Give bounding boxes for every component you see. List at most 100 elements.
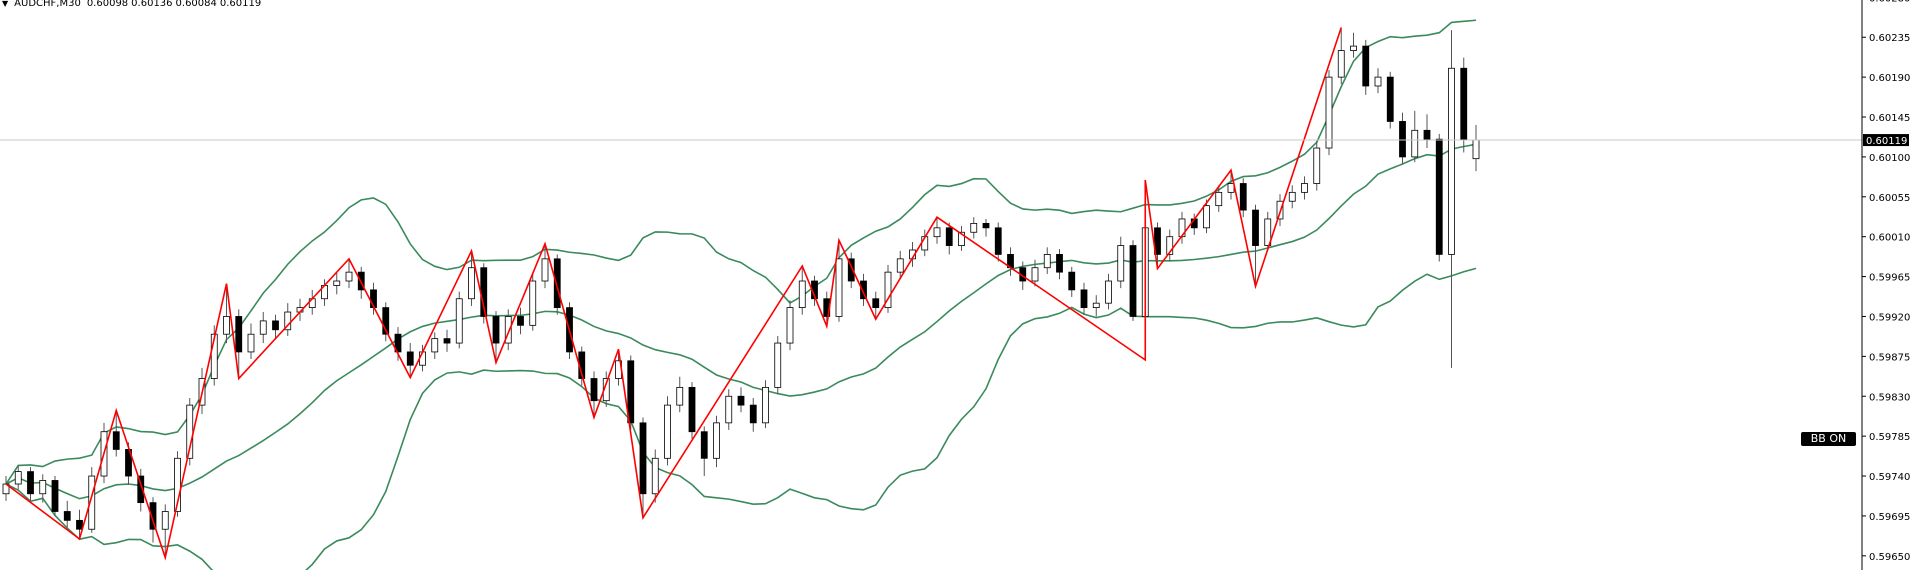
candle	[786, 300, 794, 351]
candle-body	[958, 231, 965, 246]
candle	[713, 415, 720, 468]
y-tick-label: 0.59785	[1869, 432, 1910, 443]
candle-body	[639, 422, 647, 495]
candle-body	[39, 480, 47, 495]
candle	[63, 500, 71, 528]
candle	[1411, 110, 1419, 163]
candle-body	[1239, 183, 1247, 211]
candle-body	[14, 471, 22, 485]
candle	[51, 476, 59, 516]
candle	[259, 312, 267, 344]
candle-body	[455, 298, 463, 344]
candle-body	[1472, 139, 1480, 160]
candle-body	[1350, 45, 1357, 51]
candle-body	[1166, 236, 1174, 255]
y-tick-label: 0.59740	[1869, 472, 1910, 483]
zigzag-indicator	[5, 27, 1343, 561]
candle	[39, 474, 47, 503]
candle-body	[884, 271, 892, 309]
candle	[639, 417, 647, 518]
candle-body	[1362, 45, 1370, 87]
candle-body	[1337, 50, 1345, 78]
candle	[590, 371, 598, 418]
candle-body	[541, 258, 549, 282]
candle	[1007, 247, 1014, 276]
candle-body	[51, 480, 59, 512]
candle-body	[590, 378, 598, 402]
candle	[762, 380, 769, 429]
candle-body	[161, 511, 169, 530]
candle	[284, 303, 292, 336]
candle-body	[786, 307, 794, 344]
triangle-down-icon[interactable]: ▼	[2, 0, 9, 8]
candle	[958, 226, 965, 251]
candle-body	[1460, 67, 1468, 140]
candle-body	[860, 280, 867, 300]
candle	[1350, 32, 1357, 58]
candle	[161, 504, 169, 558]
candle-body	[1423, 129, 1431, 140]
candle	[1215, 185, 1223, 212]
candle-body	[1313, 147, 1321, 184]
candle-body	[835, 258, 843, 317]
candle	[884, 265, 892, 313]
y-tick-label: 0.60280	[1869, 0, 1910, 4]
candle	[223, 283, 230, 344]
candle	[345, 258, 353, 289]
candle-body	[223, 316, 230, 335]
candle-body	[345, 271, 353, 282]
candle	[737, 387, 745, 413]
candle-body	[1325, 76, 1333, 149]
candle	[774, 335, 782, 395]
candle-body	[1043, 254, 1051, 269]
candle	[1031, 259, 1039, 287]
candle	[333, 272, 341, 295]
candle	[1325, 70, 1333, 156]
candle	[14, 465, 22, 490]
candle	[529, 273, 537, 331]
candle	[1166, 229, 1174, 262]
price-axis[interactable]: 0.60280 0.60235 0.60190 0.60145 0.60100 0.600…	[1862, 0, 1910, 563]
candle-body	[1068, 271, 1076, 291]
candle-body	[713, 422, 720, 459]
candle	[1399, 112, 1406, 164]
bb-toggle-button[interactable]: BB ON	[1801, 432, 1856, 446]
bb-lower-band	[5, 267, 1477, 570]
candle	[835, 240, 843, 322]
candle	[1203, 199, 1210, 234]
zigzag-line	[5, 27, 1343, 561]
candle-body	[774, 342, 782, 388]
candle	[1043, 247, 1051, 274]
candle-body	[1301, 183, 1308, 193]
candle	[394, 327, 402, 361]
candle-body	[664, 404, 671, 459]
candle	[982, 218, 990, 237]
candle	[1227, 170, 1235, 200]
candle	[1068, 266, 1076, 297]
symbol-timeframe: AUDCHF,M30	[14, 0, 81, 9]
candle-body	[431, 338, 439, 353]
candle-body	[982, 222, 990, 229]
candle-body	[994, 227, 1002, 255]
candle	[1435, 133, 1443, 262]
candle-body	[847, 258, 855, 282]
candle	[1239, 178, 1247, 218]
candle-body	[1264, 218, 1272, 246]
candle	[247, 323, 255, 360]
candle	[1154, 222, 1161, 269]
y-tick-label: 0.60100	[1869, 153, 1910, 164]
candle	[112, 410, 120, 457]
candle-body	[63, 511, 71, 521]
candle	[1362, 39, 1370, 95]
candle-body	[1080, 289, 1088, 309]
candle	[1313, 140, 1321, 191]
candle	[455, 291, 463, 349]
candle	[431, 332, 439, 360]
candle	[541, 243, 549, 289]
candle-body	[443, 338, 451, 344]
candle	[860, 273, 867, 306]
candle-body	[1129, 245, 1137, 317]
candle-body	[210, 333, 218, 379]
candle	[308, 289, 316, 315]
